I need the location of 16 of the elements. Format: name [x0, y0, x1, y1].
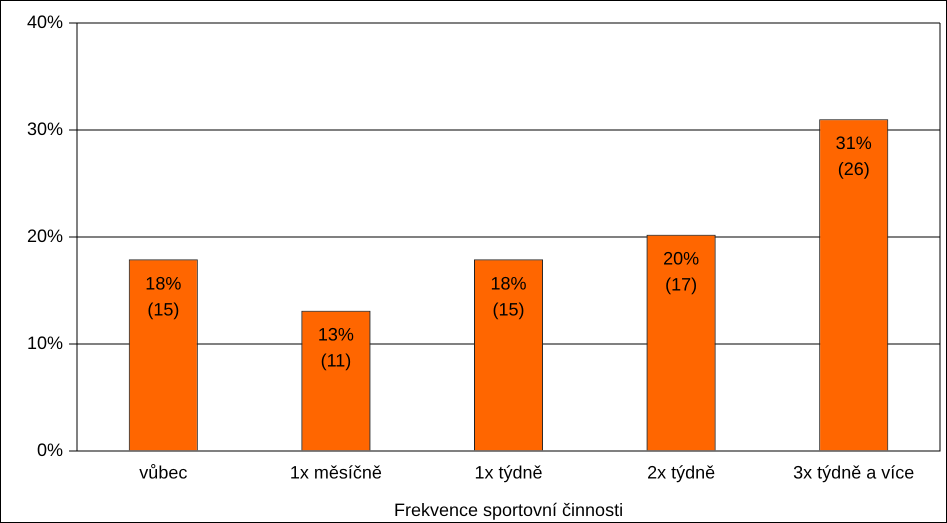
x-tick-label: 2x týdně	[647, 462, 716, 483]
y-tick-label: 0%	[37, 440, 64, 460]
y-tick-label: 20%	[26, 226, 64, 246]
y-tick-label: 30%	[26, 118, 64, 139]
x-tick-label: 1x týdně	[474, 462, 543, 483]
data-label: 13% (11)	[318, 324, 354, 371]
y-tick-label: 10%	[26, 332, 64, 353]
x-tick-label: 3x týdně a více	[793, 462, 914, 483]
x-axis-title: Frekvence sportovní činnosti	[394, 500, 624, 520]
x-tick-label: 1x měsíčně	[290, 462, 382, 483]
y-tick-label: 40%	[26, 12, 64, 32]
data-label: 18% (15)	[145, 273, 182, 320]
data-label: 31% (26)	[836, 133, 872, 180]
data-label: 20% (17)	[663, 248, 700, 295]
x-tick-label: vůbec	[139, 462, 188, 483]
data-label: 18% (15)	[490, 273, 527, 320]
